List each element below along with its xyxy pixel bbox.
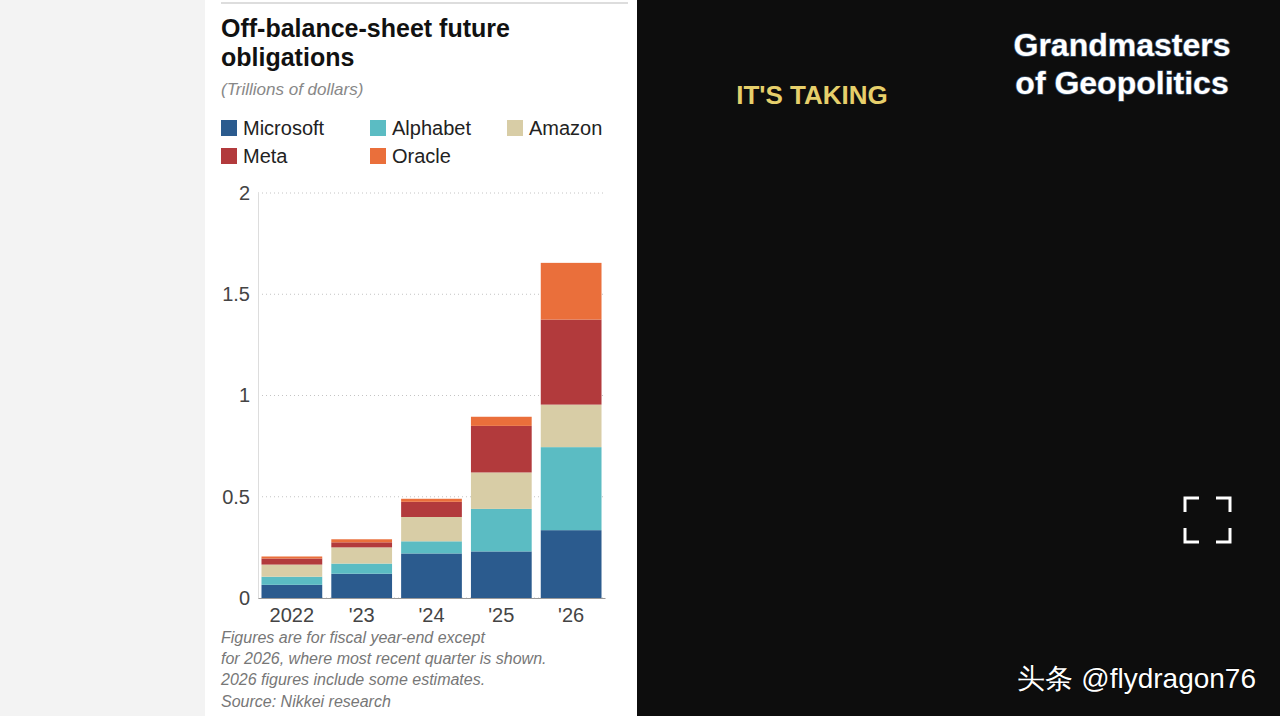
bar-segment bbox=[471, 551, 532, 598]
x-tick-label: 2022 bbox=[270, 604, 315, 626]
bar-segment bbox=[261, 559, 322, 565]
footnote: for 2026, where most recent quarter is s… bbox=[221, 650, 547, 667]
x-tick: 2022 bbox=[270, 598, 315, 626]
footnote: Figures are for fiscal year-end except bbox=[221, 629, 485, 646]
x-tick: '25 bbox=[488, 598, 514, 626]
bar-segment bbox=[261, 565, 322, 577]
legend-swatch bbox=[221, 120, 237, 136]
source: Source: Nikkei research bbox=[221, 693, 391, 710]
left-background bbox=[0, 0, 637, 716]
bar-segment bbox=[401, 517, 462, 541]
bar-segment bbox=[541, 320, 602, 405]
legend-label: Oracle bbox=[392, 145, 451, 167]
top-rule bbox=[221, 3, 628, 4]
x-tick-label: '26 bbox=[558, 604, 584, 626]
video-panel bbox=[637, 0, 1280, 716]
x-axis: 2022 '23 '24 '25 '26 bbox=[259, 598, 606, 626]
legend-item: Oracle bbox=[370, 145, 451, 167]
x-tick: '23 bbox=[349, 598, 375, 626]
grid-line bbox=[258, 193, 605, 194]
y-tick: 1 bbox=[239, 384, 258, 406]
y-tick-label: 0 bbox=[239, 587, 250, 609]
legend-swatch bbox=[370, 148, 386, 164]
bar-segment bbox=[261, 556, 322, 558]
legend-swatch bbox=[507, 120, 523, 136]
bar-segment bbox=[471, 509, 532, 552]
chart-subtitle: (Trillions of dollars) bbox=[221, 80, 363, 99]
legend-label: Amazon bbox=[529, 117, 602, 139]
legend-label: Meta bbox=[243, 145, 288, 167]
y-tick-label: 2 bbox=[239, 182, 250, 204]
bar-segment bbox=[541, 530, 602, 598]
x-tick-label: '23 bbox=[349, 604, 375, 626]
bar-segment bbox=[541, 405, 602, 448]
grid bbox=[258, 193, 605, 598]
bars bbox=[261, 263, 601, 598]
watermark: 头条 @flydragon76 bbox=[1017, 663, 1256, 694]
y-tick: 1.5 bbox=[222, 283, 258, 305]
legend-swatch bbox=[221, 148, 237, 164]
footnote: 2026 figures include some estimates. bbox=[220, 671, 485, 688]
bar-segment bbox=[261, 577, 322, 585]
bar-segment bbox=[541, 263, 602, 320]
bar-segment bbox=[541, 447, 602, 530]
x-tick-label: '24 bbox=[418, 604, 444, 626]
channel-name: Grandmastersof Geopolitics bbox=[1014, 27, 1231, 101]
y-tick-label: 1 bbox=[239, 384, 250, 406]
legend-label: Microsoft bbox=[243, 117, 325, 139]
x-tick: '24 bbox=[418, 598, 444, 626]
legend-item: Alphabet bbox=[370, 117, 471, 139]
bar-segment bbox=[331, 547, 392, 563]
legend: Microsoft Alphabet Amazon Meta Oracle bbox=[221, 117, 602, 167]
bar-segment bbox=[401, 499, 462, 502]
bar-segment bbox=[401, 553, 462, 598]
legend-swatch bbox=[370, 120, 386, 136]
y-axis-line bbox=[258, 194, 259, 599]
legend-item: Meta bbox=[221, 145, 288, 167]
y-tick-label: 1.5 bbox=[222, 283, 250, 305]
bar-segment bbox=[471, 472, 532, 508]
y-tick: 2 bbox=[239, 182, 258, 204]
x-axis-line bbox=[259, 598, 606, 599]
bar-segment bbox=[401, 541, 462, 553]
legend-label: Alphabet bbox=[392, 117, 471, 139]
bar-segment bbox=[331, 574, 392, 598]
bar-segment bbox=[471, 417, 532, 426]
y-tick: 0.5 bbox=[222, 486, 258, 508]
bar-segment bbox=[401, 502, 462, 517]
bar-segment bbox=[331, 539, 392, 542]
fullscreen-icon[interactable] bbox=[1185, 498, 1230, 542]
x-tick: '26 bbox=[558, 598, 584, 626]
bar-segment bbox=[331, 542, 392, 547]
bar-segment bbox=[331, 564, 392, 574]
chart-title: Off-balance-sheet futureobligations bbox=[221, 14, 510, 71]
legend-item: Amazon bbox=[507, 117, 602, 139]
page: Off-balance-sheet futureobligations (Tril… bbox=[0, 0, 1280, 716]
bar-segment bbox=[471, 426, 532, 473]
caption: IT'S TAKING bbox=[736, 80, 888, 110]
y-axis: 0 0.5 1 1.5 2 bbox=[222, 182, 258, 609]
bar-segment bbox=[261, 585, 322, 598]
chart-panel bbox=[205, 0, 637, 716]
x-tick-label: '25 bbox=[488, 604, 514, 626]
legend-item: Microsoft bbox=[221, 117, 325, 139]
y-tick-label: 0.5 bbox=[222, 486, 250, 508]
y-tick: 0 bbox=[239, 587, 258, 609]
